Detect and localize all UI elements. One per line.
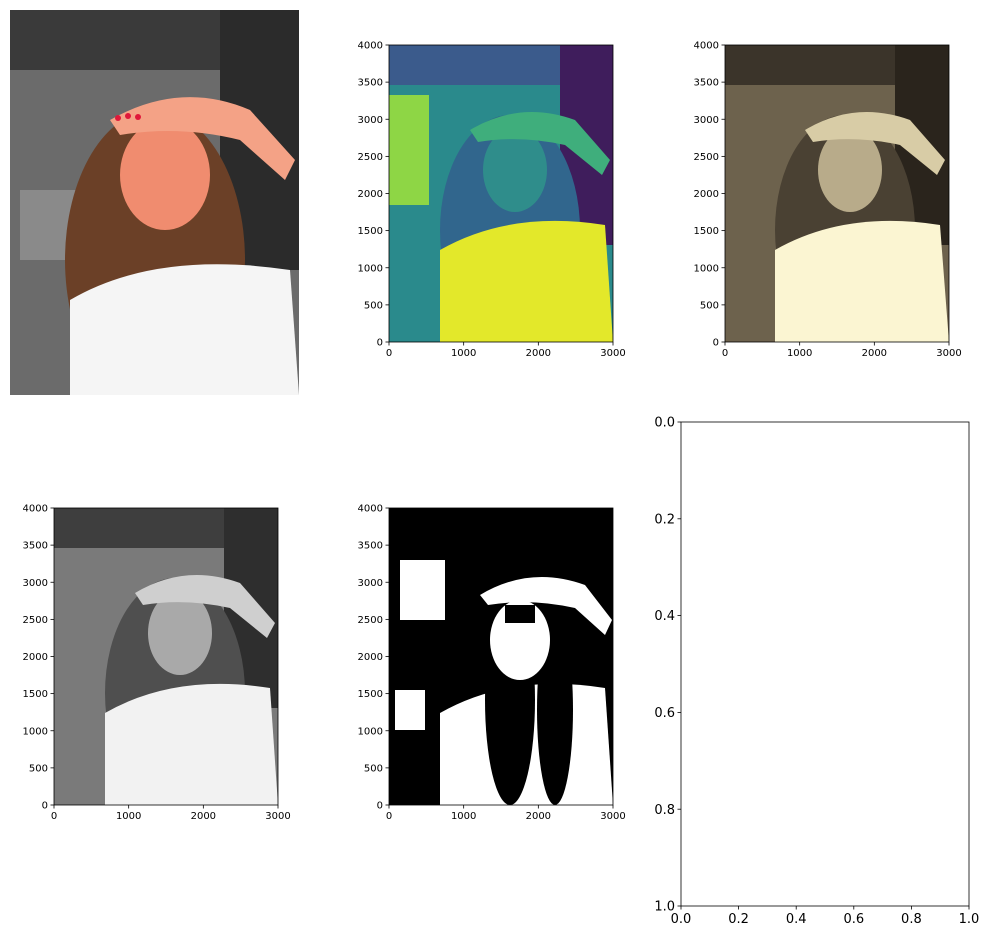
x-tick-label: 0.2 (728, 912, 749, 927)
y-tick-label: 500 (364, 300, 383, 311)
x-tick-label: 1.0 (959, 912, 980, 927)
y-tick-label: 4000 (694, 41, 719, 52)
binary-hair-right (537, 615, 573, 805)
y-tick-label: 4000 (23, 504, 48, 515)
viridis-face (483, 128, 547, 212)
x-tick-label: 0 (386, 348, 392, 359)
y-tick-label: 1000 (358, 263, 383, 274)
panel-binary (389, 508, 613, 805)
y-tick-label: 1500 (358, 689, 383, 700)
binary-arm (480, 577, 612, 635)
x-tick-label: 1000 (451, 348, 476, 359)
y-tick-label: 0 (377, 338, 383, 349)
y-tick-label: 0.4 (654, 609, 675, 624)
y-tick-label: 3500 (23, 541, 48, 552)
y-tick-label: 1500 (358, 226, 383, 237)
x-tick-label: 3000 (600, 348, 625, 359)
y-tick-label: 3500 (358, 541, 383, 552)
y-tick-label: 1000 (358, 726, 383, 737)
y-tick-label: 3000 (23, 578, 48, 589)
y-tick-label: 4000 (358, 41, 383, 52)
binary-patch (395, 690, 425, 730)
x-tick-label: 0.4 (786, 912, 807, 927)
y-tick-label: 500 (700, 300, 719, 311)
y-tick-label: 1500 (23, 689, 48, 700)
x-tick-label: 1000 (787, 348, 812, 359)
y-tick-label: 0.2 (654, 512, 675, 527)
photo-face (120, 120, 210, 230)
y-tick-label: 1000 (23, 726, 48, 737)
y-tick-label: 0 (42, 801, 48, 812)
y-tick-label: 2000 (694, 189, 719, 200)
gray-shirt (105, 683, 278, 805)
y-tick-label: 4000 (358, 504, 383, 515)
x-tick-label: 2000 (526, 811, 551, 822)
y-tick-label: 1500 (694, 226, 719, 237)
y-tick-label: 0 (377, 801, 383, 812)
photo-nail (115, 115, 121, 121)
x-tick-label: 2000 (862, 348, 887, 359)
y-tick-label: 2500 (694, 152, 719, 163)
y-tick-label: 0 (713, 338, 719, 349)
tick-layer: 0 1000 2000 3000 0 500 1000 1500 2000 2500 3000 350… (23, 41, 980, 928)
photo-nail (135, 114, 141, 120)
y-tick-label: 2500 (358, 152, 383, 163)
x-tick-label: 0.6 (843, 912, 864, 927)
x-tick-label: 3000 (265, 811, 290, 822)
empty-axes-frame (680, 421, 970, 907)
y-tick-label: 500 (364, 763, 383, 774)
y-tick-label: 3500 (694, 78, 719, 89)
viridis-bright-left (389, 95, 429, 205)
x-tick-label: 2000 (191, 811, 216, 822)
photo-arm-hand (110, 97, 295, 180)
photo-nail (125, 113, 131, 119)
x-tick-label: 0 (386, 811, 392, 822)
y-tick-label: 1.0 (654, 900, 675, 915)
binary-eye-shadow (505, 605, 535, 623)
y-tick-label: 500 (29, 763, 48, 774)
panel-original (10, 10, 299, 395)
x-tick-label: 0.8 (901, 912, 922, 927)
sepia-shirt (775, 220, 949, 342)
x-tick-label: 1000 (116, 811, 141, 822)
gray-face (148, 591, 212, 675)
y-tick-label: 0.0 (654, 416, 675, 431)
y-tick-label: 0.6 (654, 706, 675, 721)
y-tick-label: 1000 (694, 263, 719, 274)
gray-arm (135, 575, 275, 638)
panel-viridis (389, 45, 613, 342)
x-tick-label: 2000 (526, 348, 551, 359)
panel-sepia (725, 45, 949, 342)
sepia-arm (805, 112, 945, 175)
panel-gray (54, 508, 278, 805)
y-tick-label: 3000 (358, 115, 383, 126)
y-tick-label: 2500 (23, 615, 48, 626)
sepia-face (818, 128, 882, 212)
x-tick-label: 1000 (451, 811, 476, 822)
viridis-shirt (440, 220, 613, 342)
x-tick-label: 3000 (936, 348, 961, 359)
y-tick-label: 2500 (358, 615, 383, 626)
y-tick-label: 2000 (358, 189, 383, 200)
y-tick-label: 2000 (23, 652, 48, 663)
y-tick-label: 2000 (358, 652, 383, 663)
x-tick-label: 0.0 (671, 912, 692, 927)
y-tick-label: 3000 (694, 115, 719, 126)
photo-shirt (70, 264, 299, 395)
binary-window (400, 560, 445, 620)
y-tick-label: 3500 (358, 78, 383, 89)
x-tick-label: 0 (722, 348, 728, 359)
viridis-arm (470, 112, 610, 175)
x-tick-label: 3000 (600, 811, 625, 822)
y-tick-label: 3000 (358, 578, 383, 589)
x-tick-label: 0 (51, 811, 57, 822)
y-tick-label: 0.8 (654, 803, 675, 818)
